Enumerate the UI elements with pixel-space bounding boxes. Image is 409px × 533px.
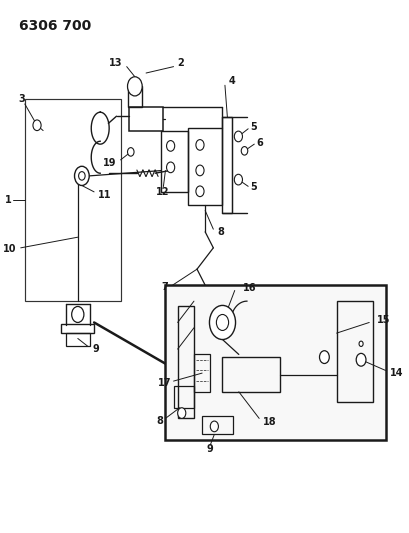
Circle shape: [196, 140, 204, 150]
Bar: [25, 99, 120, 301]
Text: 5: 5: [249, 122, 256, 132]
Bar: [161, 131, 187, 192]
Text: 1: 1: [5, 195, 12, 205]
Circle shape: [216, 314, 228, 330]
Text: 15: 15: [376, 315, 390, 325]
Circle shape: [33, 120, 41, 131]
Text: 4: 4: [228, 76, 235, 86]
Text: 9: 9: [92, 344, 99, 353]
Text: 13: 13: [109, 58, 122, 68]
Text: 5: 5: [249, 182, 256, 192]
Text: 14: 14: [389, 368, 402, 378]
Circle shape: [127, 77, 142, 96]
Circle shape: [209, 305, 235, 340]
Text: 10: 10: [3, 244, 17, 254]
Text: 6: 6: [255, 138, 262, 148]
Circle shape: [74, 166, 89, 185]
Bar: [61, 324, 94, 333]
Text: 12: 12: [155, 187, 169, 197]
Bar: [222, 117, 232, 213]
Circle shape: [127, 148, 134, 156]
Bar: [177, 306, 193, 418]
Circle shape: [166, 141, 174, 151]
Circle shape: [358, 341, 362, 346]
Text: 8: 8: [156, 416, 163, 426]
Text: 6306 700: 6306 700: [19, 19, 91, 33]
Circle shape: [79, 172, 85, 180]
Text: 11: 11: [97, 190, 111, 199]
Circle shape: [177, 408, 185, 418]
Circle shape: [234, 174, 242, 185]
Text: 8: 8: [217, 227, 224, 237]
Text: 18: 18: [263, 417, 276, 427]
Bar: [187, 128, 222, 205]
Bar: [222, 357, 279, 392]
Circle shape: [166, 162, 174, 173]
Circle shape: [240, 147, 247, 155]
Text: 2: 2: [177, 58, 184, 68]
Bar: [165, 285, 384, 440]
Bar: [202, 416, 232, 434]
Bar: [127, 86, 142, 107]
Circle shape: [72, 306, 84, 322]
Circle shape: [210, 421, 218, 432]
Text: 9: 9: [207, 445, 213, 454]
Bar: [173, 386, 193, 408]
Text: 16: 16: [242, 283, 256, 293]
Circle shape: [196, 165, 204, 176]
Circle shape: [355, 353, 365, 366]
Bar: [128, 107, 163, 131]
Text: 7: 7: [161, 282, 168, 292]
Text: 19: 19: [103, 158, 116, 167]
Bar: [336, 301, 373, 402]
Text: 3: 3: [18, 94, 25, 103]
Circle shape: [196, 186, 204, 197]
Bar: [65, 333, 90, 346]
Text: 17: 17: [157, 378, 171, 387]
Bar: [193, 354, 210, 392]
Circle shape: [234, 131, 242, 142]
Circle shape: [319, 351, 328, 364]
